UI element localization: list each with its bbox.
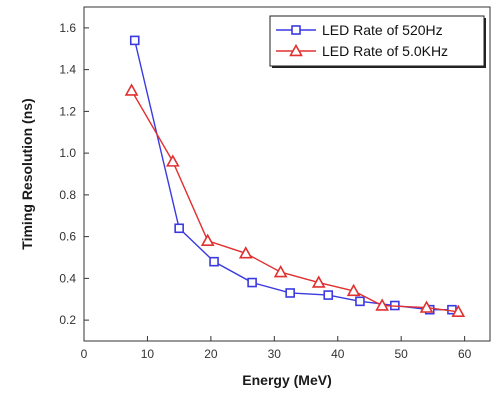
- data-point: [375, 298, 390, 311]
- data-point: [200, 233, 215, 246]
- data-point: [451, 304, 466, 317]
- legend-label: LED Rate of 520Hz: [322, 22, 443, 38]
- legend: LED Rate of 520Hz LED Rate of 5.0KHz: [269, 15, 486, 68]
- y-axis-label: Timing Resolution (ns): [19, 98, 35, 249]
- data-point: [346, 283, 361, 297]
- x-tick-label: 10: [141, 347, 155, 361]
- series-layer: [124, 35, 466, 317]
- x-tick-label: 0: [81, 347, 88, 361]
- data-point: [238, 246, 253, 259]
- y-axis-ticks: 0.2 0.4 0.6 0.8 1.0 1.2 1.4 1.6: [59, 21, 89, 327]
- data-point: [129, 35, 140, 46]
- data-point: [311, 275, 326, 288]
- data-point: [419, 300, 434, 313]
- y-tick-label: 0.8: [59, 188, 76, 202]
- data-point: [355, 296, 365, 307]
- y-tick-label: 1.0: [59, 146, 76, 160]
- legend-label: LED Rate of 5.0KHz: [322, 43, 448, 59]
- data-point: [323, 290, 334, 300]
- y-tick-label: 1.2: [59, 104, 76, 118]
- y-tick-label: 1.4: [59, 63, 76, 77]
- y-tick-label: 0.2: [59, 313, 76, 327]
- data-point: [273, 264, 288, 278]
- series-2: [124, 83, 466, 317]
- x-tick-label: 20: [204, 347, 218, 361]
- x-tick-label: 50: [395, 347, 409, 361]
- x-axis-label: Energy (MeV): [242, 372, 331, 388]
- data-point: [174, 223, 184, 234]
- y-tick-label: 0.4: [59, 271, 76, 285]
- data-point: [247, 277, 257, 288]
- legend-box: [269, 15, 485, 67]
- legend-marker: [291, 25, 301, 35]
- x-tick-label: 60: [458, 347, 472, 361]
- y-tick-label: 0.6: [59, 230, 76, 244]
- x-tick-label: 40: [331, 347, 345, 361]
- x-axis-ticks: 0 10 20 30 40 50 60: [81, 336, 472, 361]
- y-tick-label: 1.6: [59, 21, 76, 35]
- data-point: [285, 288, 295, 298]
- data-point: [124, 83, 139, 96]
- data-point: [165, 154, 180, 167]
- data-point: [209, 256, 219, 267]
- legend-marker: [289, 43, 303, 57]
- series-line: [130, 90, 459, 313]
- x-tick-label: 30: [268, 347, 282, 361]
